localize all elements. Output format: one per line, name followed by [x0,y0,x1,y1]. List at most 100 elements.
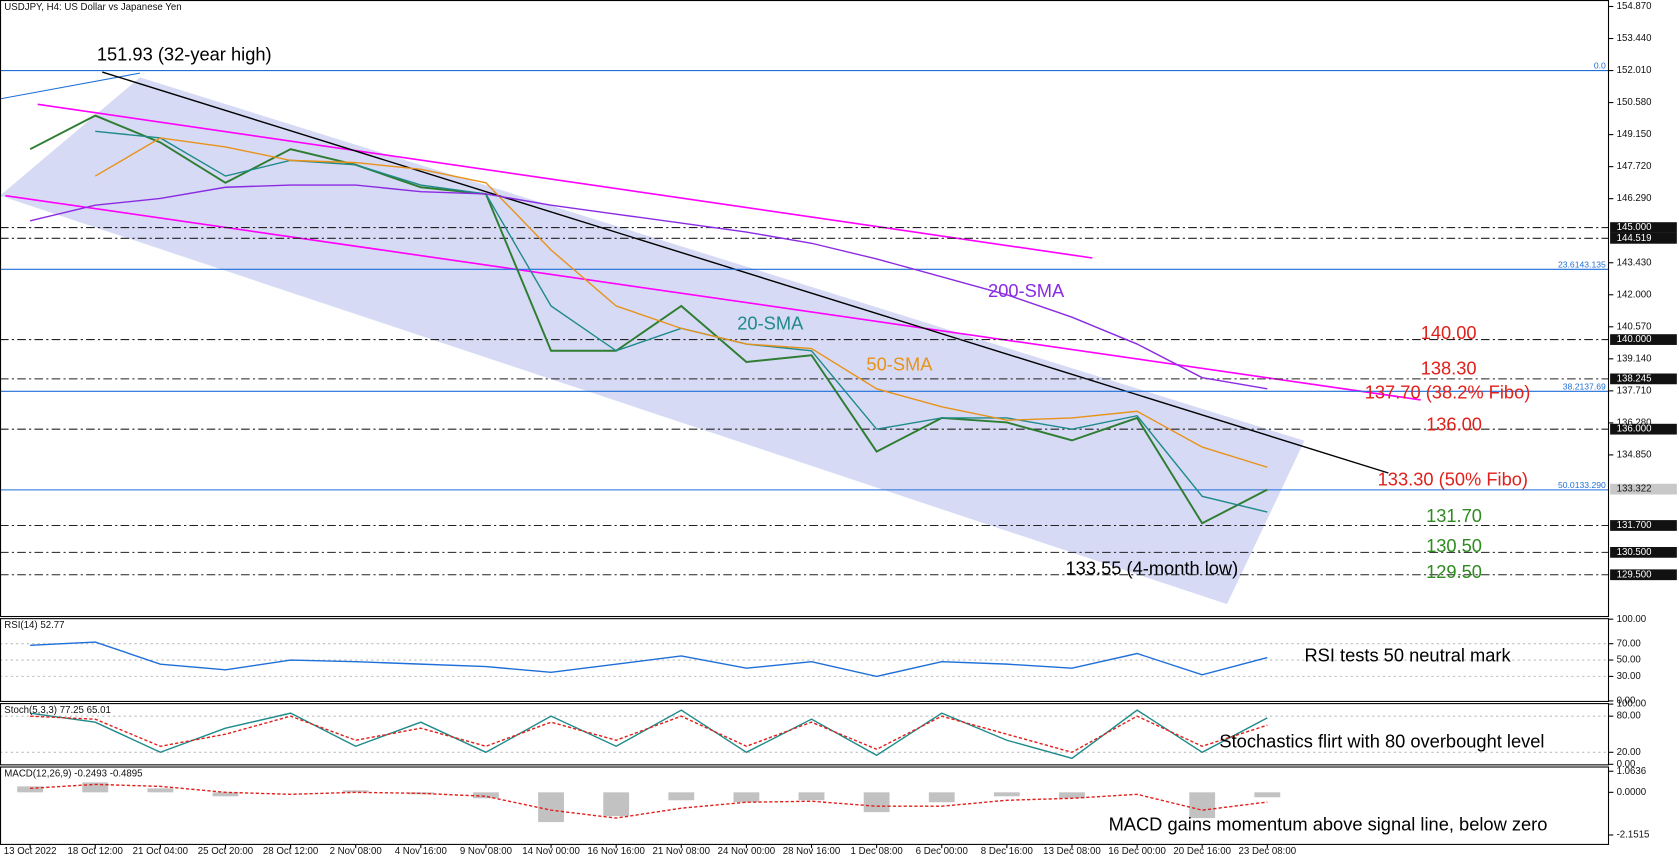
y-tick-label: 139.140 [1617,353,1652,364]
fibo-label: 38.2137.69 [1563,381,1606,391]
x-tick-label: 21 Nov 08:00 [652,846,710,857]
histogram-bar [82,782,109,793]
annotation: 131.70 [1426,505,1482,526]
x-tick-label: 23 Dec 08:00 [1239,846,1297,857]
annotation: 133.55 (4-month low) [1066,558,1239,579]
histogram-bar [603,792,630,817]
annotation: MACD gains momentum above signal line, b… [1109,813,1548,834]
level-box [1610,373,1677,385]
series-line [30,783,1268,819]
y-tick-label: 100.00 [1617,614,1647,625]
histogram-bar [473,792,499,799]
level-label: 138.245 [1617,373,1652,384]
y-tick-label: 80.00 [1617,711,1641,722]
annotation: 138.30 [1421,358,1477,379]
annotation: RSI tests 50 neutral mark [1304,645,1511,666]
annotation: 50-SMA [866,353,933,374]
y-tick-label: 143.430 [1617,257,1652,268]
histogram-bar [993,792,1020,797]
histogram-bar [342,790,369,793]
y-tick-label: -2.1515 [1617,830,1650,841]
annotation: 140.00 [1421,322,1477,343]
x-tick-label: 2 Nov 08:00 [330,846,382,857]
annotation: 130.50 [1426,535,1482,556]
y-tick-label: 100.00 [1617,699,1647,710]
y-tick-label: 137.710 [1617,385,1652,396]
y-tick-label: 147.720 [1617,161,1652,172]
y-tick-label: 154.870 [1617,1,1652,12]
level-label: 144.519 [1617,233,1652,244]
y-tick-label: 136.280 [1617,417,1652,428]
level-box [1610,232,1677,244]
histogram-bar [733,792,760,803]
y-tick-label: 134.850 [1617,449,1652,460]
channel-line [37,103,1093,259]
histogram-bar [863,792,890,813]
histogram-bar [538,792,564,823]
y-tick-label: 50.00 [1617,655,1641,666]
series-line [30,641,1268,678]
histogram-bar [1189,792,1216,819]
fibo-label: 50.0133.290 [1558,480,1606,490]
level-box [1610,334,1677,345]
fibo-label: 0.0 [1594,61,1606,71]
y-tick-label: 0.00 [1617,695,1636,706]
level-box [1610,423,1677,435]
plot: 13 Oct 2022 18 Oct 12:00 21 Oct 04:00 25 Oc… [4,1,1677,857]
histogram-bar [1059,792,1085,799]
histogram-bar [668,792,695,801]
trend-line [0,72,141,100]
x-tick-label: 8 Dec 16:00 [981,846,1033,857]
x-tick-label: 13 Oct 2022 [4,846,57,857]
x-tick-label: 20 Dec 16:00 [1173,846,1231,857]
histogram-bar [928,792,955,803]
panel-frame [0,703,1610,766]
x-tick-label: 18 Oct 12:00 [68,846,123,857]
panel-frame [0,618,1610,702]
histogram-bar [798,792,825,801]
level-box [1610,222,1677,233]
panel-title: RSI(14) 52.77 [4,620,64,631]
x-tick-label: 16 Dec 00:00 [1108,846,1166,857]
y-tick-label: 20.00 [1617,747,1641,758]
series-line [30,715,1268,754]
panel-title: Stoch(5,3,3) 77.25 65.01 [4,705,111,716]
price-label: 133.322 [1617,484,1652,495]
panel-title: MACD(12,26,9) -0.2493 -0.4895 [4,769,142,780]
level-label: 140.000 [1617,334,1652,345]
annotation: 136.00 [1426,414,1482,435]
y-tick-label: 142.000 [1617,289,1652,300]
level-label: 129.500 [1617,569,1652,580]
histogram-bar [1254,792,1281,798]
x-tick-label: 6 Dec 00:00 [916,846,968,857]
y-tick-label: 152.010 [1617,65,1652,76]
annotation: 133.30 (50% Fibo) [1378,468,1528,489]
x-tick-label: 4 Nov 16:00 [395,846,447,857]
x-tick-label: 28 Nov 16:00 [783,846,841,857]
x-tick-label: 28 Oct 12:00 [263,846,318,857]
histogram-bar [147,788,174,793]
y-tick-label: 149.150 [1617,129,1652,140]
y-tick-label: 140.570 [1617,321,1652,332]
histogram-bar [212,792,239,797]
x-tick-label: 9 Nov 08:00 [460,846,512,857]
x-tick-label: 13 Dec 08:00 [1043,846,1101,857]
price-box [1610,483,1677,495]
trend-line [102,71,1389,474]
annotation: 151.93 (32-year high) [97,44,272,65]
x-tick-label: 24 Nov 00:00 [718,846,776,857]
level-label: 130.500 [1617,547,1652,558]
x-tick-label: 16 Nov 16:00 [587,846,645,857]
level-box [1610,520,1677,531]
series-line [30,709,1268,760]
y-tick-label: 146.290 [1617,193,1652,204]
annotation: 20-SMA [737,312,804,333]
channel-line [5,194,1421,401]
level-label: 136.000 [1617,424,1652,435]
annotation: 200-SMA [988,280,1065,301]
level-box [1610,546,1677,558]
level-label: 131.700 [1617,520,1652,531]
annotation: 137.70 (38.2% Fibo) [1365,381,1531,402]
fibo-label: 23.6143.135 [1558,259,1606,269]
level-label: 145.000 [1617,222,1652,233]
